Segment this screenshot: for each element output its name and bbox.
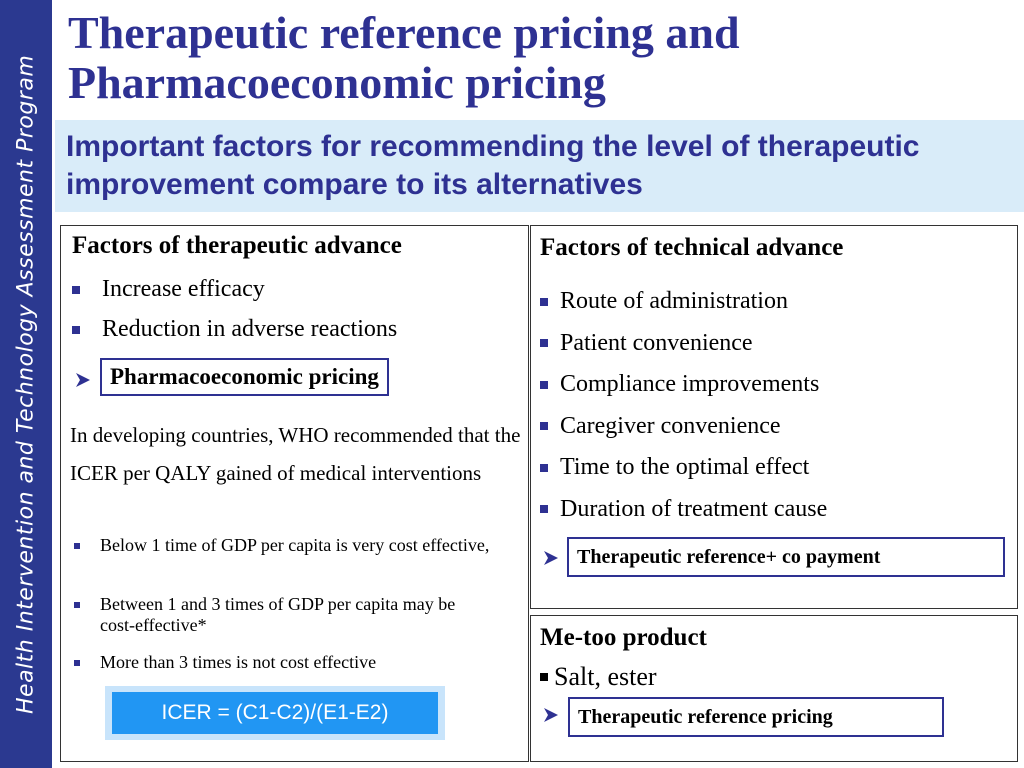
arrow-icon [544,708,558,722]
bullet-text: Salt, ester [554,662,657,691]
bullet: Reduction in adverse reactions [72,316,397,343]
left-panel [60,225,529,762]
right-top-panel [530,225,1018,609]
right-bottom-panel [530,615,1018,762]
bullet: Increase efficacy [72,276,265,303]
bullet: Route of administration [540,281,827,323]
pricing-box: Therapeutic reference pricing [568,697,944,737]
sidebar-text: Health Intervention and Technology Asses… [13,54,39,714]
bullet-text: Patient convenience [560,329,753,356]
bullet: Caregiver convenience [540,406,827,448]
threshold: Between 1 and 3 times of GDP per capita … [72,594,472,636]
bullet: Patient convenience [540,323,827,365]
threshold: Below 1 time of GDP per capita is very c… [72,535,502,556]
heading: Factors of technical advance [540,234,844,261]
note: In developing countries, WHO recommended… [70,423,521,485]
heading: Me-too product [540,624,707,651]
bullet: Compliance improvements [540,364,827,406]
bullet-text: Caregiver convenience [560,412,781,439]
bullet-text: Reduction in adverse reactions [102,316,398,342]
pricing-box: Pharmacoeconomic pricing [100,358,389,396]
arrow-icon [76,373,90,387]
bullet-text: Increase efficacy [102,276,265,302]
bullet-text: Compliance improvements [560,371,820,398]
arrow-icon [544,551,558,565]
subtitle-band [55,120,1024,212]
subtitle: Important factors for recommending the l… [66,130,920,201]
pricing-box: Therapeutic reference+ co payment [567,537,1005,577]
bullet-text: Route of administration [560,288,788,315]
sidebar [0,0,52,768]
bullet: Time to the optimal effect [540,447,827,489]
threshold-text: Below 1 time of GDP per capita is very c… [100,535,490,555]
threshold: More than 3 times is not cost effective [72,652,512,673]
heading: Factors of therapeutic advance [72,232,402,259]
threshold-text: More than 3 times is not cost effective [100,652,377,672]
bullet: Salt, ester [540,662,657,692]
formula: ICER = (C1-C2)/(E1-E2) [112,692,438,734]
bullet-text: Duration of treatment cause [560,495,828,522]
bullet-text: Time to the optimal effect [560,454,810,481]
title: Therapeutic reference pricing and Pharma… [68,7,740,108]
bullet-list: Route of administration Patient convenien… [540,281,827,530]
threshold-text: Between 1 and 3 times of GDP per capita … [100,594,456,635]
bullet: Duration of treatment cause [540,489,827,531]
